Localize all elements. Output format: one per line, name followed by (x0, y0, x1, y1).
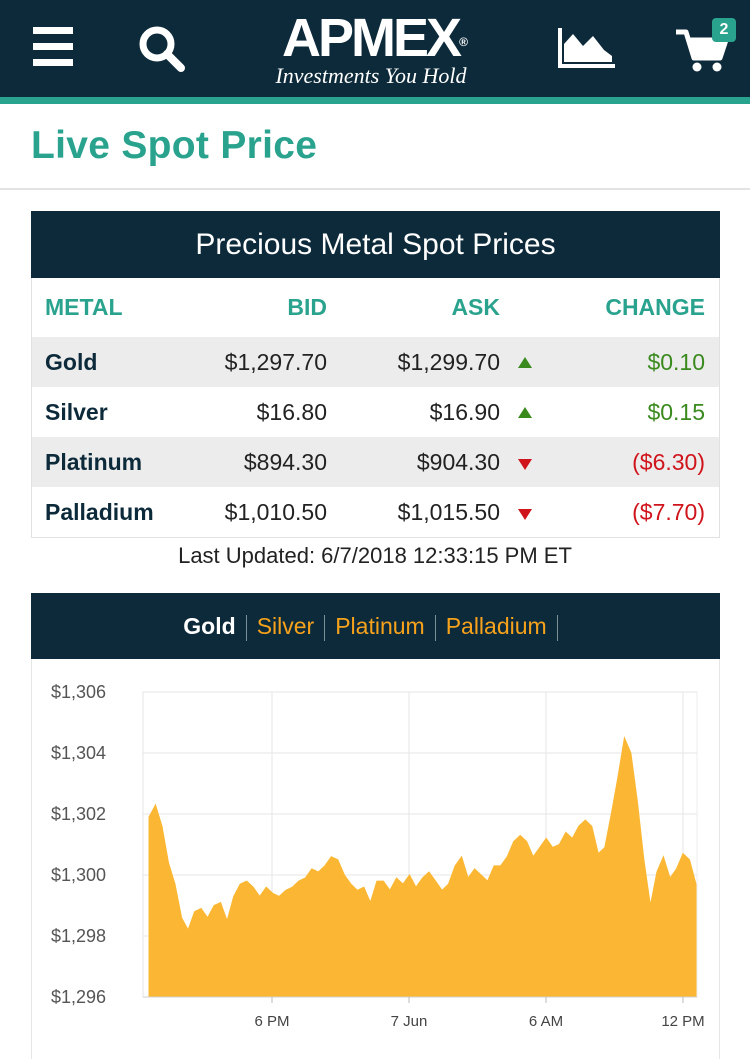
table-row-silver[interactable]: Silver $16.80 $16.90 $0.15 (32, 387, 719, 437)
last-updated-timestamp: Last Updated: 6/7/2018 12:33:15 PM ET (178, 543, 572, 568)
spot-prices-heading: Precious Metal Spot Prices (31, 211, 720, 278)
chart-canvas: $1,306 $1,304 $1,302 $1,300 $1,298 $1,296 6 PM… (51, 682, 705, 1030)
up-arrow-icon (518, 337, 534, 387)
down-arrow-icon (518, 437, 534, 487)
ask-price: $904.30 (416, 449, 500, 475)
metal-name: Palladium (45, 499, 154, 525)
column-header-change: CHANGE (605, 294, 705, 320)
price-change: $0.10 (647, 349, 705, 375)
x-tick-label: 6 AM (529, 1013, 563, 1030)
bid-price: $1,010.50 (224, 499, 327, 525)
metal-name: Platinum (45, 449, 143, 475)
metal-name: Gold (45, 349, 98, 375)
price-change: ($6.30) (632, 449, 705, 475)
ask-price: $1,015.50 (397, 499, 500, 525)
down-arrow-icon (518, 487, 534, 537)
y-tick-label: $1,298 (51, 926, 106, 946)
chart-metal-tabs: Gold Silver Platinum Palladium (31, 593, 720, 659)
gold-price-chart[interactable]: $1,306 $1,304 $1,302 $1,300 $1,298 $1,296 6 PM… (31, 659, 720, 1059)
ask-price: $1,299.70 (397, 349, 500, 375)
up-arrow-icon (518, 387, 534, 437)
page-title: Live Spot Price (31, 124, 318, 167)
charts-icon[interactable] (557, 26, 617, 70)
bid-price: $1,297.70 (224, 349, 327, 375)
table-header-row: METAL BID ASK CHANGE (32, 278, 719, 337)
title-divider (0, 188, 750, 190)
header-accent-stripe (0, 97, 750, 104)
spot-prices-table: METAL BID ASK CHANGE Gold $1,297.70 $1,2… (31, 278, 720, 538)
column-header-ask: ASK (451, 294, 500, 320)
ask-price: $16.90 (429, 399, 500, 425)
table-row-palladium[interactable]: Palladium $1,010.50 $1,015.50 ($7.70) (32, 487, 719, 537)
x-tick-label: 12 PM (661, 1013, 704, 1030)
tab-gold[interactable]: Gold (183, 613, 236, 639)
gold-price-area-series (148, 736, 697, 998)
x-tick-label: 7 Jun (391, 1013, 428, 1030)
cart-count-badge: 2 (712, 18, 736, 42)
tab-palladium[interactable]: Palladium (445, 613, 547, 639)
tab-platinum[interactable]: Platinum (335, 613, 425, 639)
table-row-platinum[interactable]: Platinum $894.30 $904.30 ($6.30) (32, 437, 719, 487)
logo-wordmark: APMEX® (282, 8, 468, 68)
y-tick-label: $1,296 (51, 987, 106, 1007)
y-tick-label: $1,306 (51, 682, 106, 702)
apmex-logo[interactable]: APMEX® Investments You Hold (245, 8, 505, 88)
tab-silver[interactable]: Silver (256, 613, 315, 639)
top-navigation-bar (0, 0, 750, 97)
logo-tagline: Investments You Hold (275, 63, 467, 88)
y-tick-label: $1,302 (51, 804, 106, 824)
search-icon[interactable] (135, 22, 187, 74)
bid-price: $894.30 (243, 449, 327, 475)
column-header-metal: METAL (45, 294, 123, 320)
price-change: $0.15 (647, 399, 705, 425)
bid-price: $16.80 (256, 399, 327, 425)
y-tick-label: $1,304 (51, 743, 106, 763)
y-tick-label: $1,300 (51, 865, 106, 885)
hamburger-menu-icon[interactable] (33, 27, 75, 67)
column-header-bid: BID (287, 294, 327, 320)
x-tick-label: 6 PM (254, 1013, 289, 1030)
table-row-gold[interactable]: Gold $1,297.70 $1,299.70 $0.10 (32, 337, 719, 387)
price-change: ($7.70) (632, 499, 705, 525)
metal-name: Silver (45, 399, 108, 425)
